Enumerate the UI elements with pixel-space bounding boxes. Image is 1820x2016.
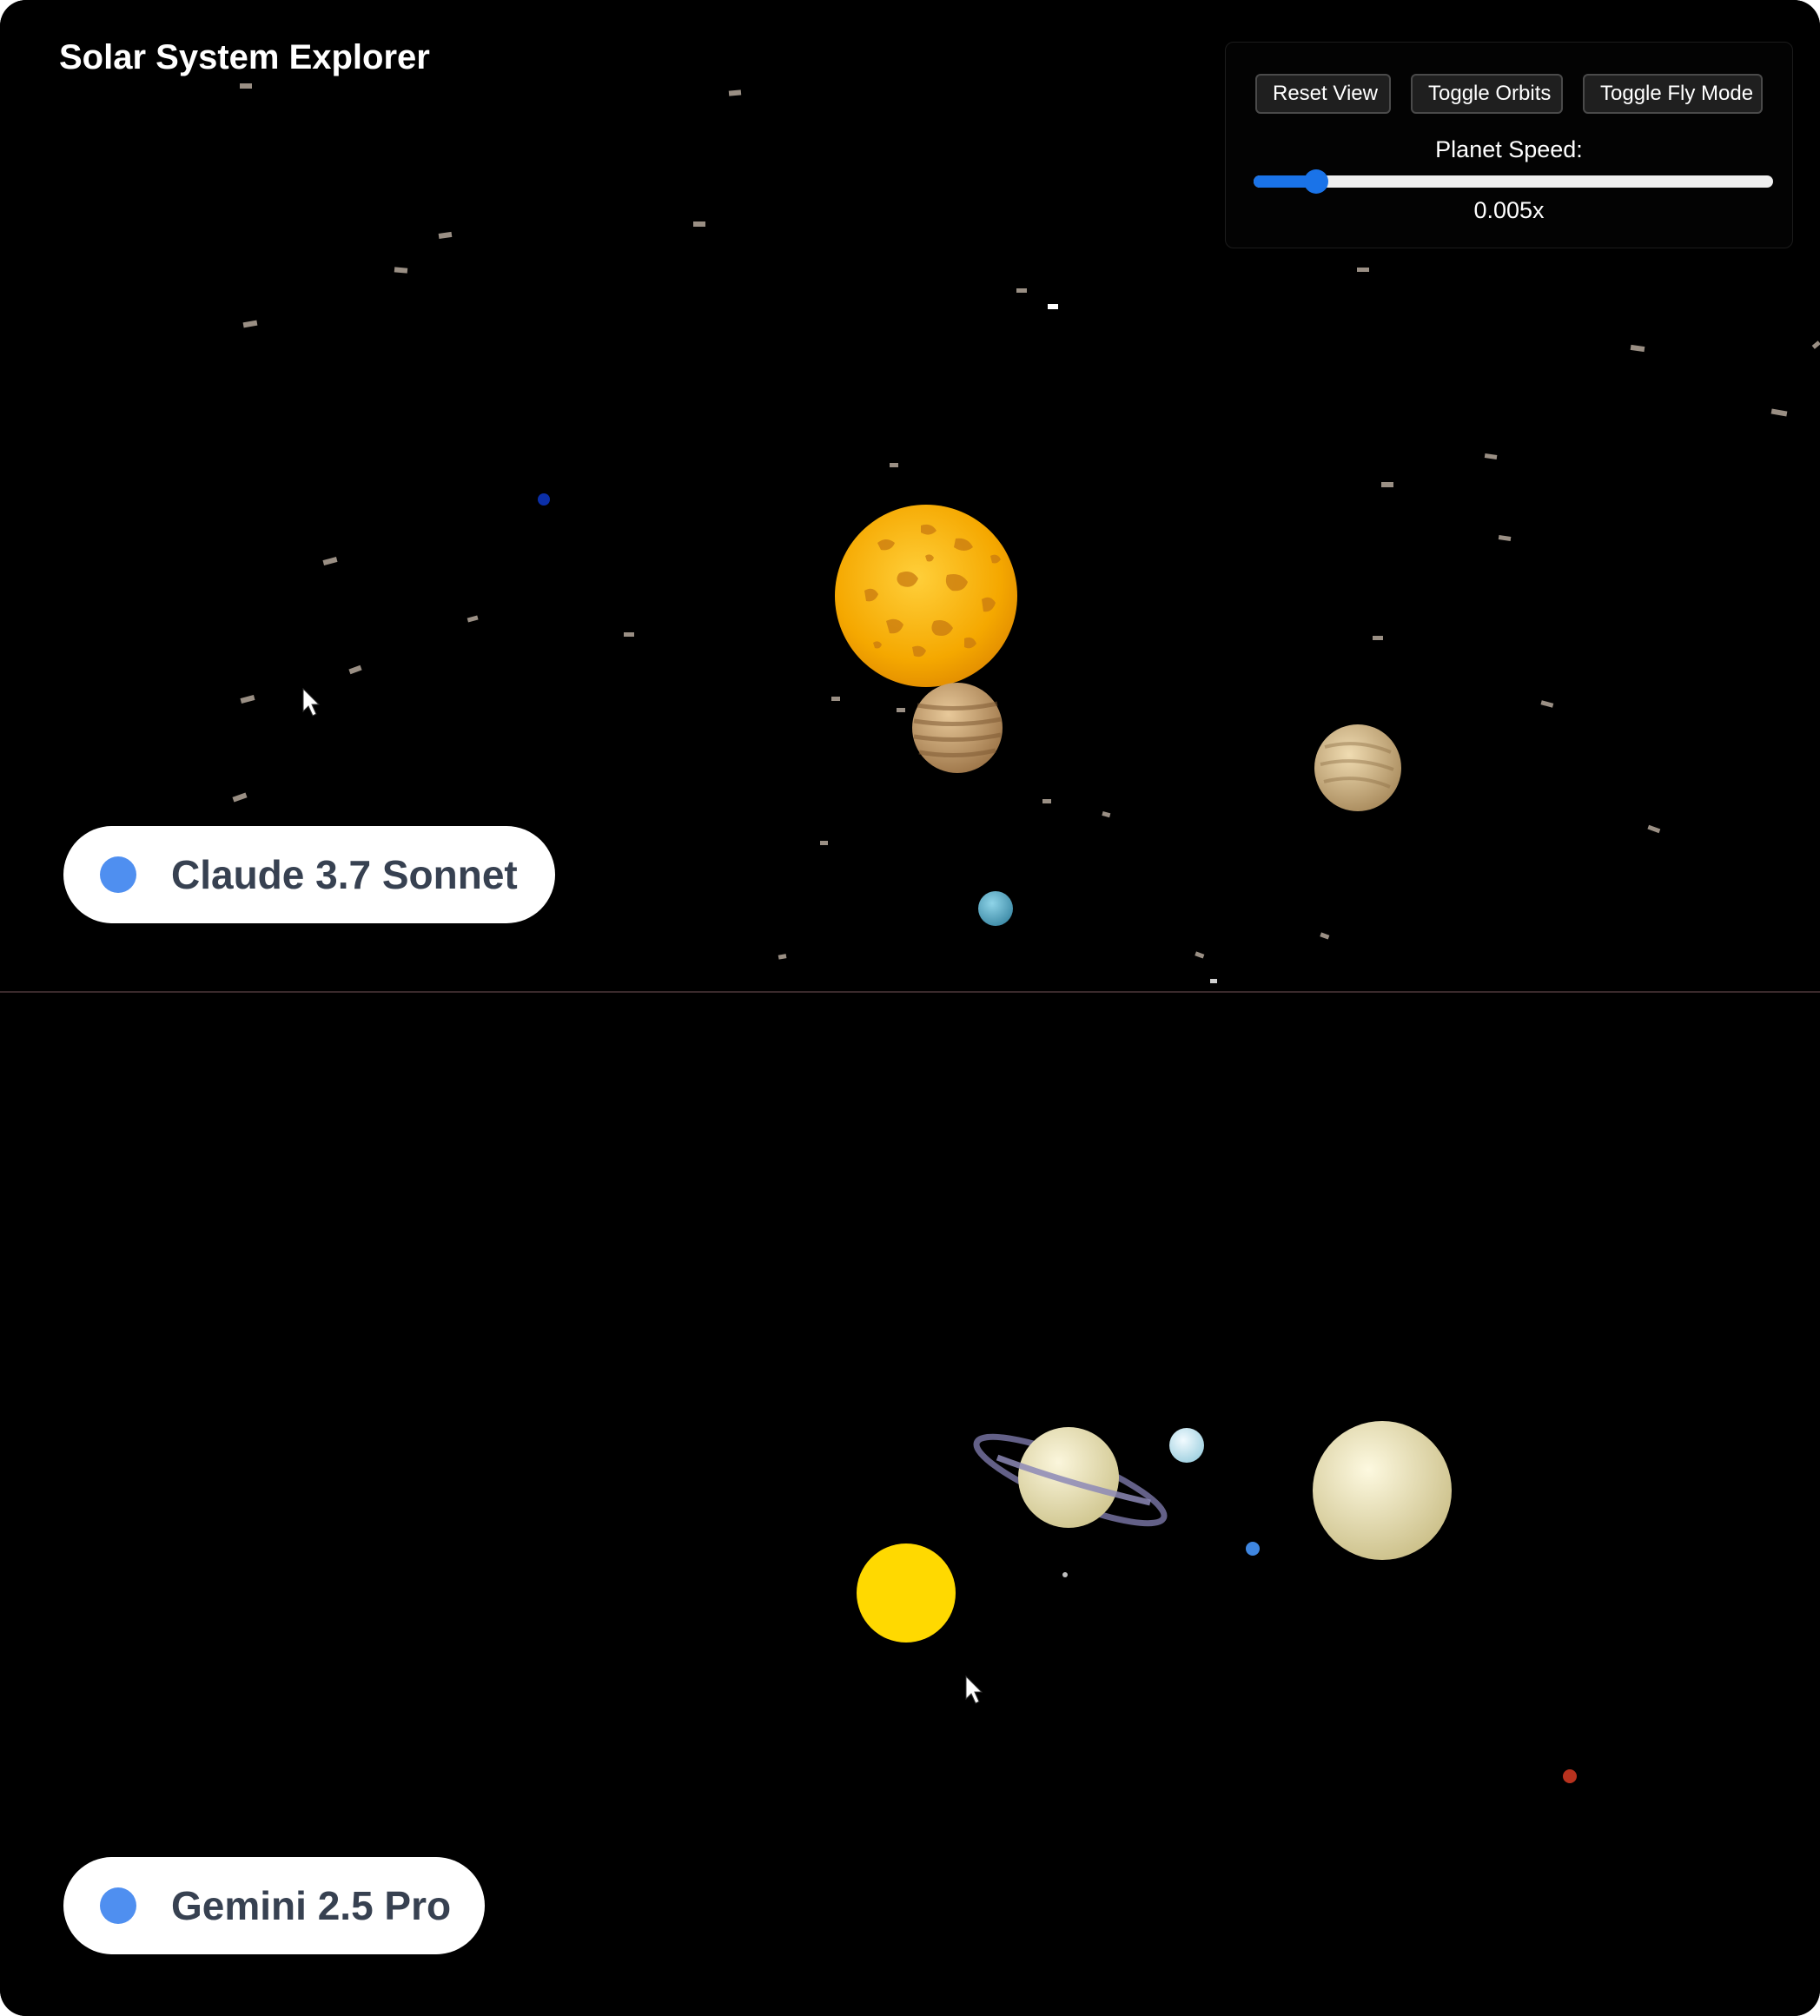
claude-solar-scene[interactable] xyxy=(0,0,1820,991)
sun xyxy=(835,505,1017,687)
venus-planet xyxy=(1314,724,1401,811)
toggle-orbits-button[interactable]: Toggle Orbits xyxy=(1411,74,1563,114)
model-badge-label: Claude 3.7 Sonnet xyxy=(171,852,518,897)
mercury-planet xyxy=(1062,1572,1068,1577)
jupiter-planet xyxy=(1313,1421,1452,1560)
neptune-planet xyxy=(538,493,550,506)
planet-speed-value: 0.005x xyxy=(1473,197,1545,223)
gemini-panel: Gemini 2.5 Pro xyxy=(0,993,1820,2016)
cursor-arrow-icon xyxy=(965,1675,983,1704)
cursor-arrow-icon xyxy=(302,687,321,717)
asteroid-field xyxy=(232,83,1820,983)
jupiter-planet xyxy=(912,683,1003,773)
indicator-dot-icon xyxy=(100,1887,136,1924)
planet-speed-label: Planet Speed: xyxy=(1435,136,1583,162)
planet-speed-slider[interactable] xyxy=(1254,175,1773,188)
model-badge-claude: Claude 3.7 Sonnet xyxy=(63,826,555,923)
model-badge-gemini: Gemini 2.5 Pro xyxy=(63,1857,485,1954)
planet-speed-slider-fill xyxy=(1254,175,1316,188)
uranus-planet xyxy=(1169,1428,1204,1463)
app-title: Solar System Explorer xyxy=(59,38,430,76)
model-badge-label: Gemini 2.5 Pro xyxy=(171,1883,452,1928)
claude-panel: Solar System Explorer Reset View Toggle … xyxy=(0,0,1820,993)
toggle-fly-mode-button[interactable]: Toggle Fly Mode xyxy=(1583,74,1763,114)
uranus-planet xyxy=(978,891,1013,926)
control-panel: Reset View Toggle Orbits Toggle Fly Mode… xyxy=(1225,42,1793,248)
mars-planet xyxy=(1563,1769,1577,1783)
indicator-dot-icon xyxy=(100,856,136,893)
gemini-solar-scene[interactable] xyxy=(0,993,1820,2016)
planet-speed-slider-thumb[interactable] xyxy=(1303,169,1328,194)
reset-view-button[interactable]: Reset View xyxy=(1255,74,1391,114)
saturn-planet xyxy=(973,1427,1168,1528)
earth-planet xyxy=(1246,1542,1260,1556)
sun xyxy=(857,1543,956,1643)
